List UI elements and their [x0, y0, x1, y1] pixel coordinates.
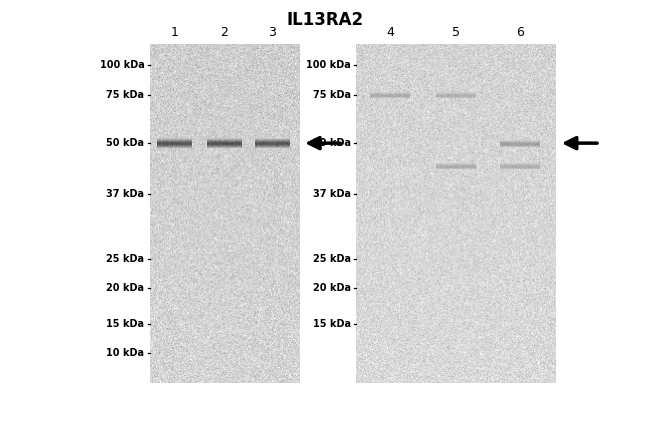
- Text: 50 kDa: 50 kDa: [107, 138, 144, 148]
- Text: 75 kDa: 75 kDa: [313, 90, 351, 100]
- Text: 100 kDa: 100 kDa: [306, 60, 351, 70]
- Text: 2: 2: [220, 26, 228, 39]
- Text: 15 kDa: 15 kDa: [313, 319, 351, 329]
- Text: 20 kDa: 20 kDa: [107, 283, 144, 293]
- Text: 3: 3: [268, 26, 276, 39]
- Text: 50 kDa: 50 kDa: [313, 138, 351, 148]
- Text: 10 kDa: 10 kDa: [107, 348, 144, 358]
- Text: 25 kDa: 25 kDa: [107, 254, 144, 264]
- Text: 37 kDa: 37 kDa: [107, 189, 144, 199]
- Text: IL13RA2: IL13RA2: [287, 11, 363, 29]
- Text: 15 kDa: 15 kDa: [107, 319, 144, 329]
- Text: 25 kDa: 25 kDa: [313, 254, 351, 264]
- Text: 6: 6: [516, 26, 524, 39]
- Text: 100 kDa: 100 kDa: [99, 60, 144, 70]
- Text: 4: 4: [386, 26, 394, 39]
- Text: 37 kDa: 37 kDa: [313, 189, 351, 199]
- Text: 75 kDa: 75 kDa: [107, 90, 144, 100]
- Text: 5: 5: [452, 26, 460, 39]
- Text: 20 kDa: 20 kDa: [313, 283, 351, 293]
- Text: 1: 1: [171, 26, 179, 39]
